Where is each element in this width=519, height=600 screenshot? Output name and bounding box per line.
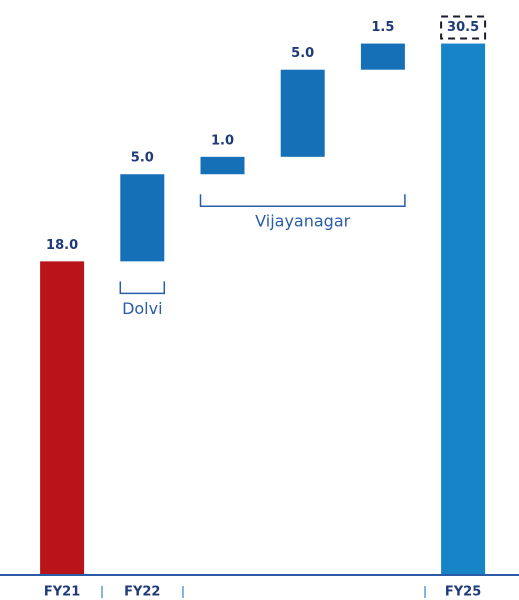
bracket bbox=[199, 194, 406, 207]
value-label: 1.5 bbox=[371, 20, 394, 35]
bar bbox=[360, 43, 405, 70]
bar bbox=[40, 261, 85, 575]
value-label: 5.0 bbox=[291, 46, 314, 61]
annotation: Dolvi bbox=[122, 299, 162, 318]
annotation: Vijayanagar bbox=[255, 212, 350, 231]
bar bbox=[120, 174, 165, 262]
x-tick-label: FY21 bbox=[44, 585, 80, 600]
bar bbox=[280, 69, 325, 157]
x-tick-label: FY22 bbox=[124, 585, 160, 600]
x-tick-label: FY25 bbox=[445, 585, 481, 600]
value-label: 30.5 bbox=[447, 20, 479, 35]
value-label: 5.0 bbox=[131, 151, 154, 166]
value-label: 18.0 bbox=[46, 238, 78, 253]
bracket bbox=[119, 281, 166, 295]
bar bbox=[441, 43, 486, 575]
total-box bbox=[440, 15, 487, 40]
value-label: 1.0 bbox=[211, 133, 234, 148]
bar bbox=[200, 156, 245, 175]
